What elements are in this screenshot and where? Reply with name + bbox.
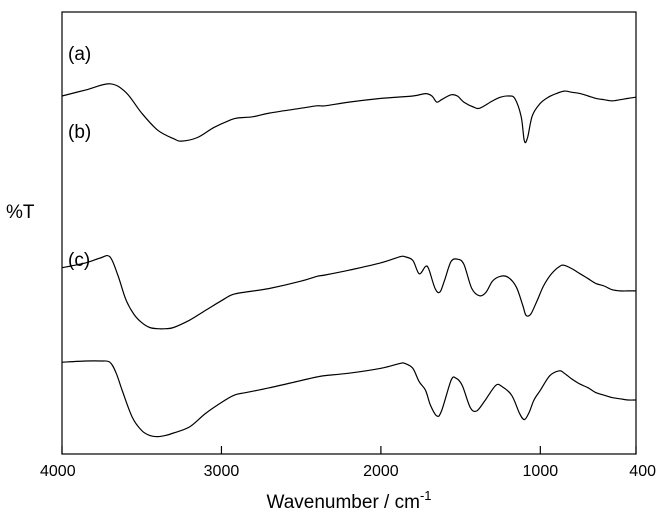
series-label-a: (a) [68, 44, 91, 65]
x-tick-label: 3000 [204, 463, 240, 480]
x-tick-label: 1000 [523, 463, 559, 480]
x-axis-title-main: Wavenumber / cm [266, 492, 419, 513]
x-tick-label: 2000 [363, 463, 399, 480]
x-axis-title-superscript: -1 [420, 488, 432, 503]
x-tick-label: 400 [629, 463, 656, 480]
plot-frame [61, 11, 637, 455]
x-tick-label: 4000 [40, 463, 76, 480]
series-line-a [61, 83, 637, 144]
series-line-b [61, 254, 636, 330]
x-axis-ticks: 4000 3000 2000 1000 400 [40, 446, 656, 480]
series-line-c [61, 360, 637, 438]
y-axis-title: %T [6, 202, 35, 223]
x-axis-title: Wavenumber / cm-1 [266, 488, 431, 513]
series-group [61, 83, 637, 438]
series-label-c: (c) [68, 250, 90, 271]
series-label-group: (a) (b) (c) [68, 44, 91, 271]
series-label-b: (b) [68, 122, 91, 143]
